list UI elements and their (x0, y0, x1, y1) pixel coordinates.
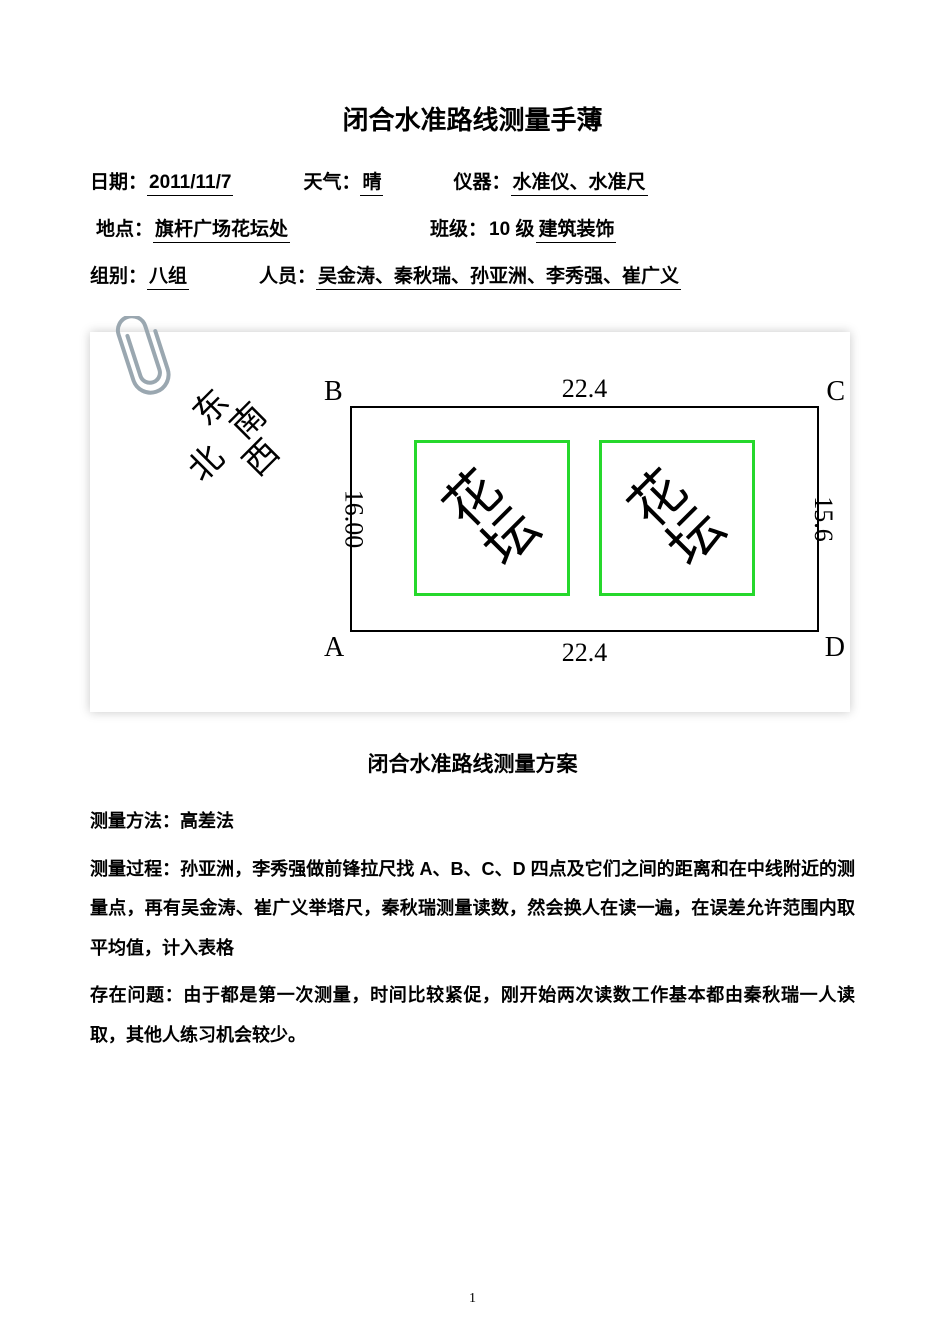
members-value: 吴金涛、秦秋瑞、孙亚洲、李秀强、崔广义 (316, 261, 681, 290)
instrument-label: 仪器： (453, 167, 510, 194)
compass: 东 北南 西 (139, 336, 335, 532)
document-title: 闭合水准路线测量手薄 (90, 100, 855, 137)
dim-bottom: 22.4 (562, 638, 608, 668)
page: 闭合水准路线测量手薄 日期： 2011/11/7 天气： 晴 仪器： 水准仪、水… (0, 0, 945, 1337)
flowerbed-left-label: 花坛 (435, 461, 550, 576)
rectangle-abcd: B C A D 22.4 22.4 16.00 15.6 花坛 花坛 (350, 406, 819, 632)
page-number: 1 (0, 1291, 945, 1307)
issue-text: 由于都是第一次测量，时间比较紧促，刚开始两次读数工作基本都由秦秋瑞一人读取，其他… (90, 985, 855, 1045)
section-title: 闭合水准路线测量方案 (90, 748, 855, 778)
diagram-container: 东 北南 西 B C A D 22.4 22.4 16.00 15.6 花坛 (90, 332, 850, 712)
date-label: 日期： (90, 167, 147, 194)
weather-label: 天气： (303, 167, 360, 194)
dim-left: 16.00 (338, 490, 368, 549)
weather-value: 晴 (360, 167, 383, 196)
flowerbed-right: 花坛 (599, 440, 755, 596)
flowerbed-right-label: 花坛 (620, 461, 735, 576)
class-value: 建筑装饰 (536, 214, 616, 243)
group-value: 八组 (147, 261, 189, 290)
location-label: 地点： (96, 214, 153, 241)
members-label: 人员： (259, 261, 316, 288)
dim-top: 22.4 (562, 374, 608, 404)
process-label: 测量过程： (90, 859, 180, 879)
info-line-3: 组别： 八组 人员： 吴金涛、秦秋瑞、孙亚洲、李秀强、崔广义 (90, 261, 855, 290)
class-prefix: 10 级 (487, 214, 536, 242)
diagram: 东 北南 西 B C A D 22.4 22.4 16.00 15.6 花坛 (90, 332, 850, 712)
class-label: 班级： (430, 214, 487, 241)
method-para: 测量方法：高差法 (90, 802, 855, 842)
process-text: 孙亚洲，李秀强做前锋拉尺找 A、B、C、D 四点及它们之间的距离和在中线附近的测… (90, 859, 855, 958)
issue-para: 存在问题：由于都是第一次测量，时间比较紧促，刚开始两次读数工作基本都由秦秋瑞一人… (90, 976, 855, 1055)
instrument-value: 水准仪、水准尺 (511, 167, 648, 196)
location-value: 旗杆广场花坛处 (153, 214, 290, 243)
method-value: 高差法 (180, 811, 234, 831)
corner-d: D (825, 632, 845, 664)
dim-right: 15.6 (807, 496, 837, 542)
corner-a: A (324, 632, 344, 664)
date-value: 2011/11/7 (147, 172, 233, 196)
info-line-2: 地点： 旗杆广场花坛处 班级： 10 级 建筑装饰 (90, 214, 855, 243)
process-para: 测量过程：孙亚洲，李秀强做前锋拉尺找 A、B、C、D 四点及它们之间的距离和在中… (90, 850, 855, 969)
corner-b: B (324, 376, 343, 408)
corner-c: C (826, 376, 845, 408)
group-label: 组别： (90, 261, 147, 288)
flowerbed-left: 花坛 (414, 440, 570, 596)
paperclip-icon (112, 316, 176, 406)
method-label: 测量方法： (90, 811, 180, 831)
info-line-1: 日期： 2011/11/7 天气： 晴 仪器： 水准仪、水准尺 (90, 167, 855, 196)
issue-label: 存在问题： (90, 985, 183, 1005)
